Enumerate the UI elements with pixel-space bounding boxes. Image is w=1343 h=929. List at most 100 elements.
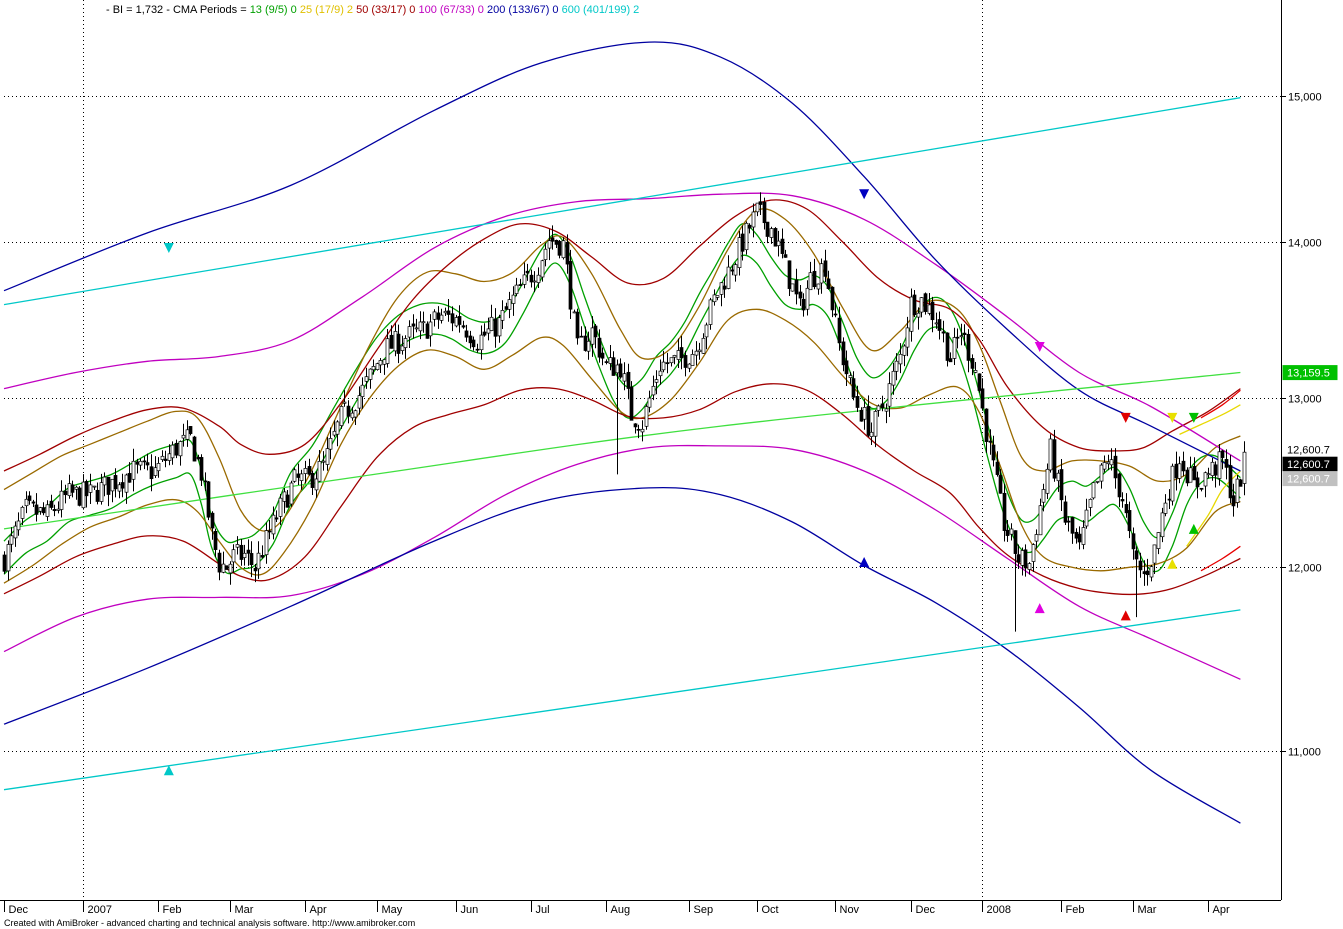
candle-body <box>20 506 25 519</box>
candle-body <box>683 355 688 368</box>
candle-body <box>167 453 172 461</box>
series-line <box>1200 545 1241 572</box>
candle-body <box>841 341 846 366</box>
candle-body <box>77 487 82 506</box>
candle-body <box>511 294 516 304</box>
candle-body <box>1142 571 1147 575</box>
candle-body <box>816 283 821 290</box>
candle-body <box>884 408 889 412</box>
candle-body <box>708 299 713 325</box>
candle-body <box>1220 450 1225 458</box>
candle-body <box>156 463 161 472</box>
candle-body <box>726 266 731 289</box>
candle-body <box>719 282 724 295</box>
candle-body <box>454 317 459 327</box>
candle-body <box>744 222 749 251</box>
candle-body <box>56 508 61 511</box>
value-label-box <box>1283 442 1337 457</box>
candle-body <box>758 201 763 205</box>
candle-body <box>1131 533 1136 550</box>
candle-body <box>400 345 405 351</box>
candle-body <box>375 363 380 370</box>
x-tick-label: Aug <box>611 904 631 916</box>
candle-body <box>120 482 125 489</box>
candle-body <box>127 473 132 483</box>
candle-body <box>1120 499 1125 502</box>
candle-body <box>407 326 412 338</box>
candle-body <box>34 504 39 515</box>
candle-body <box>436 312 441 320</box>
candle-body <box>550 237 555 242</box>
candle-body <box>1013 530 1018 554</box>
value-label-text: 12,600.7 <box>1287 444 1330 456</box>
value-label-box <box>1282 471 1338 487</box>
candle-body <box>1106 461 1111 465</box>
x-tick-label: Oct <box>762 904 779 916</box>
candle-body <box>905 327 910 348</box>
candle-body <box>199 457 204 481</box>
candle-body <box>733 264 738 276</box>
candle-body <box>665 362 670 365</box>
candle-body <box>360 384 365 397</box>
candle-body <box>507 299 512 310</box>
candle-body <box>540 260 545 278</box>
candle-body <box>45 504 50 517</box>
candle-body <box>1127 510 1132 532</box>
candle-body <box>260 555 265 558</box>
candle-body <box>980 388 985 409</box>
candle-body <box>264 530 269 556</box>
candle-body <box>163 458 168 461</box>
candle-body <box>231 549 236 563</box>
candle-body <box>1113 455 1118 479</box>
title-part: 100 (67/33) 0 <box>415 4 484 16</box>
series-line <box>3 41 1241 472</box>
candle-body <box>866 406 871 436</box>
candle-body <box>1195 477 1200 488</box>
candle-body <box>1160 512 1165 538</box>
candle-body <box>762 201 767 224</box>
candle-body <box>278 497 283 517</box>
candle-body <box>142 460 147 463</box>
candle-body <box>747 224 752 229</box>
candle-body <box>644 406 649 427</box>
candle-body <box>633 423 638 428</box>
candle-body <box>299 473 304 481</box>
title-part: - BI = 1,732 - CMA Periods = <box>106 4 250 16</box>
candle-body <box>780 238 785 254</box>
candle-body <box>432 311 437 320</box>
series-line <box>3 208 1241 532</box>
candle-body <box>339 406 344 426</box>
candle-body <box>41 507 46 514</box>
series-line <box>3 97 1241 306</box>
candle-body <box>873 411 878 437</box>
candle-body <box>1059 469 1064 501</box>
candle-body <box>600 352 605 359</box>
candle-body <box>364 376 369 382</box>
candle-body <box>618 363 623 378</box>
candle-body <box>1052 439 1057 479</box>
x-tick-label: Nov <box>840 904 860 916</box>
candle-body <box>636 428 641 431</box>
candle-body <box>679 347 684 358</box>
candle-body <box>314 478 319 491</box>
series-line <box>1179 404 1241 435</box>
candle-body <box>357 395 362 409</box>
candle-body <box>403 338 408 348</box>
candle-body <box>1056 472 1061 482</box>
candle-body <box>353 410 358 418</box>
candle-body <box>102 476 107 486</box>
marker-down-triangle <box>163 242 174 253</box>
candle-body <box>267 530 272 533</box>
candle-body <box>547 240 552 249</box>
marker-up-triangle <box>163 765 174 776</box>
x-tick-label: Dec <box>9 904 29 916</box>
candle-body <box>138 460 143 466</box>
candle-body <box>1117 473 1122 498</box>
candle-body <box>289 482 294 505</box>
candle-body <box>482 331 487 336</box>
candle-body <box>271 514 276 535</box>
value-label-text: 12,600.7 <box>1287 459 1330 471</box>
candle-body <box>615 364 620 374</box>
markers-layer <box>163 189 1199 776</box>
candle-body <box>518 284 523 286</box>
